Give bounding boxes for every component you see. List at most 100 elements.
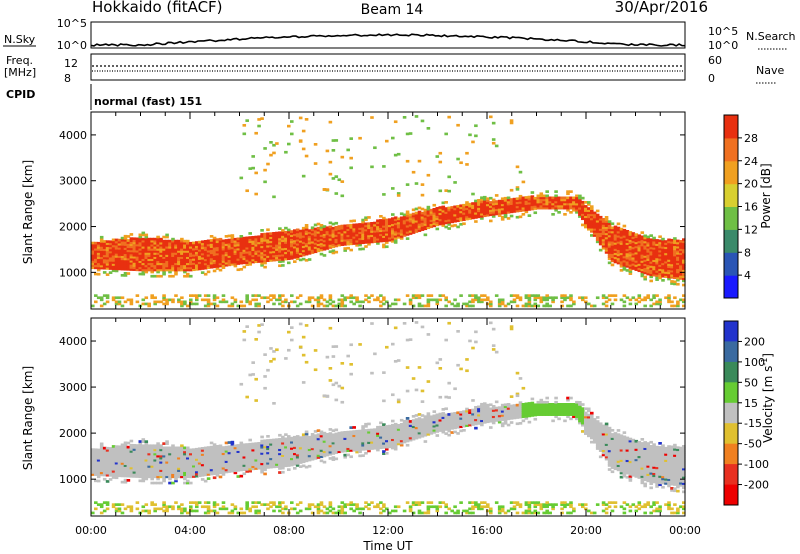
echo-cell xyxy=(376,235,380,239)
echo-cell xyxy=(177,248,181,251)
echo-cell xyxy=(486,296,490,300)
echo-cell xyxy=(581,215,585,218)
echo-cell xyxy=(649,275,653,279)
echo-cell xyxy=(601,234,606,238)
echo-cell xyxy=(298,452,303,456)
echo-cell xyxy=(319,302,324,306)
echo-cell xyxy=(200,461,205,465)
echo-cell xyxy=(503,211,508,215)
echo-cell xyxy=(242,259,247,263)
echo-cell xyxy=(411,227,416,230)
echo-cell xyxy=(183,475,187,479)
echo-cell xyxy=(162,467,166,470)
echo-cell xyxy=(275,446,279,450)
echo-cell xyxy=(646,258,650,261)
echo-cell xyxy=(405,224,410,228)
echo-cell xyxy=(183,477,187,481)
echo-cell xyxy=(263,261,267,265)
echo-cell xyxy=(319,509,324,513)
echo-cell xyxy=(298,448,303,452)
echo-cell xyxy=(195,257,199,261)
echo-cell xyxy=(233,467,238,470)
echo-cell xyxy=(126,505,131,509)
echo-cell xyxy=(236,456,241,460)
echo-cell xyxy=(643,259,647,262)
echo-cell xyxy=(575,206,579,210)
echo-cell xyxy=(293,440,297,443)
echo-cell xyxy=(242,247,247,250)
echo-cell xyxy=(313,248,318,251)
echo-cell xyxy=(114,459,119,463)
echo-cell xyxy=(399,235,404,238)
echo-cell xyxy=(94,243,98,247)
echo-cell xyxy=(613,298,618,302)
echo-cell xyxy=(162,456,166,460)
echo-cell xyxy=(310,234,315,238)
echo-cell xyxy=(673,243,677,247)
echo-cell xyxy=(212,296,217,300)
echo-cell xyxy=(192,266,196,269)
echo-cell xyxy=(595,234,600,237)
echo-cell xyxy=(349,503,353,506)
echo-cell xyxy=(153,446,157,450)
echo-cell xyxy=(298,455,303,458)
echo-cell xyxy=(186,272,190,276)
nsky-tick-bottom: 10^0 xyxy=(57,39,87,52)
echo-cell xyxy=(156,446,160,450)
echo-cell xyxy=(212,302,217,306)
echo-cell xyxy=(183,507,187,511)
echo-cell xyxy=(480,198,484,202)
echo-cell xyxy=(355,227,359,231)
echo-cell xyxy=(483,212,487,216)
echo-cell xyxy=(417,221,422,224)
echo-cell xyxy=(159,465,163,468)
echo-cell xyxy=(396,152,401,156)
echo-cell xyxy=(239,268,244,271)
echo-cell xyxy=(361,220,365,224)
echo-cell xyxy=(518,194,523,198)
echo-cell xyxy=(99,242,104,245)
echo-cell xyxy=(613,227,618,231)
echo-cell xyxy=(206,473,211,476)
echo-cell xyxy=(111,453,116,457)
echo-cell xyxy=(192,254,196,257)
echo-cell xyxy=(631,259,636,262)
echo-cell xyxy=(227,257,232,260)
echo-cell xyxy=(248,252,252,256)
echo-cell xyxy=(227,304,232,308)
echo-cell xyxy=(197,267,202,271)
freq-label: Freq. xyxy=(6,54,33,67)
echo-cell xyxy=(171,237,175,241)
echo-cell xyxy=(444,225,448,229)
echo-cell xyxy=(628,266,633,269)
echo-cell xyxy=(533,298,538,302)
echo-cell xyxy=(590,221,594,225)
echo-cell xyxy=(307,446,312,449)
echo-cell xyxy=(111,265,116,268)
echo-cell xyxy=(200,474,205,477)
echo-cell xyxy=(497,210,502,213)
echo-cell xyxy=(352,432,356,435)
echo-cell xyxy=(601,236,606,240)
echo-cell xyxy=(622,230,627,234)
echo-cell xyxy=(224,470,229,474)
echo-cell xyxy=(506,204,511,208)
echo-cell xyxy=(402,225,407,229)
echo-cell xyxy=(230,246,235,250)
echo-cell xyxy=(272,242,276,245)
echo-cell xyxy=(114,269,119,273)
echo-cell xyxy=(414,211,419,215)
echo-cell xyxy=(129,247,134,251)
echo-cell xyxy=(126,251,131,255)
echo-cell xyxy=(293,446,297,449)
echo-cell xyxy=(533,201,538,204)
echo-cell xyxy=(358,223,362,226)
echo-cell xyxy=(310,435,315,438)
echo-cell xyxy=(269,457,273,461)
echo-cell xyxy=(382,239,386,243)
echo-cell xyxy=(245,248,249,252)
echo-cell xyxy=(215,469,220,473)
echo-cell xyxy=(206,258,211,261)
echo-cell xyxy=(102,448,107,452)
echo-cell xyxy=(494,204,499,208)
